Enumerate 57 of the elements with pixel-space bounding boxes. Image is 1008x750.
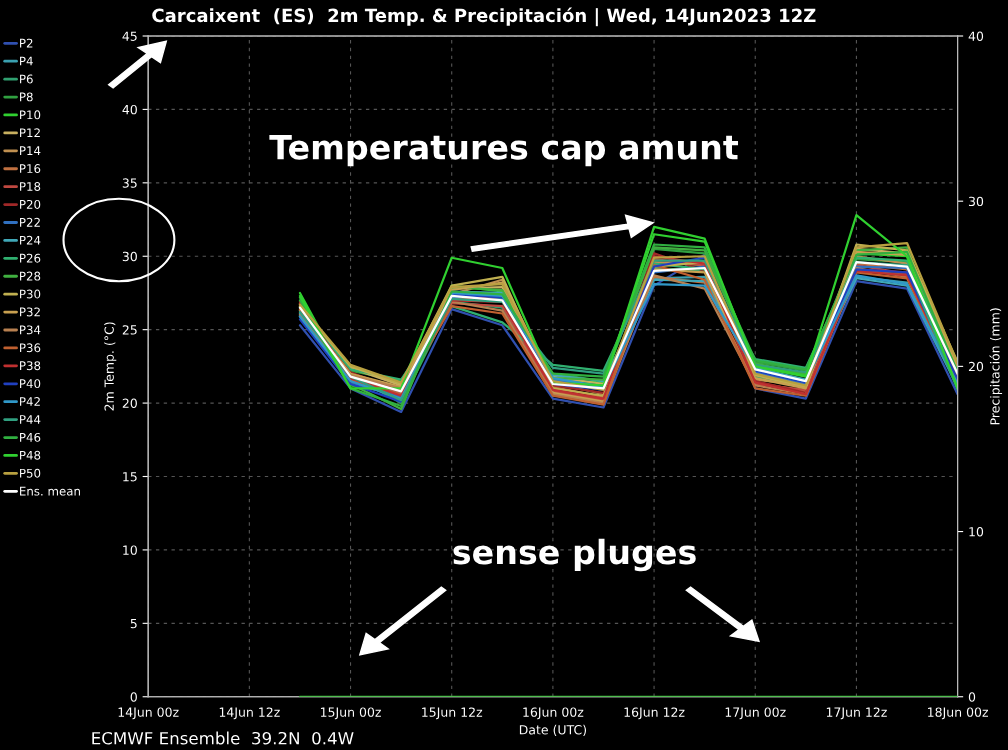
x-tick-label: 16Jun 12z	[624, 707, 685, 720]
y-tick-label: 40	[122, 104, 137, 115]
legend-label: P12	[20, 128, 40, 138]
y-tick-label: 35	[122, 178, 137, 188]
legend-label: P36	[20, 343, 41, 353]
legend-label: P18	[20, 182, 41, 191]
legend-label: P50	[20, 468, 41, 478]
x-tick-label: 14Jun 12z	[219, 707, 280, 720]
y2-tick-label: 0	[968, 692, 976, 702]
legend-label: P14	[20, 146, 41, 155]
y-tick-label: 30	[122, 251, 137, 262]
y2-tick-label: 30	[968, 196, 984, 207]
legend-label: P6	[20, 74, 33, 84]
y2-tick-label: 10	[969, 527, 984, 537]
y-tick-label: 5	[130, 618, 137, 629]
chart-title: Carcaixent (ES) 2m Temp. & Precipitación | Wed, 14Jun2023 12Z	[152, 7, 816, 27]
y-tick-label: 20	[122, 398, 137, 409]
legend-label: P44	[20, 415, 41, 424]
legend-label: Ens. mean	[20, 486, 80, 496]
x-tick-label: 14Jun 00z	[118, 707, 179, 720]
y-tick-label: 45	[122, 31, 137, 41]
legend-label: P42	[20, 397, 40, 406]
x-tick-label: 17Jun 12z	[826, 707, 887, 720]
legend-label: P22	[20, 217, 40, 227]
legend-label: P38	[20, 361, 41, 371]
legend-label: P30	[20, 289, 41, 299]
legend-label: P26	[20, 253, 41, 263]
y2-tick-label: 20	[968, 361, 984, 372]
text: ECMWF Ensemble 39.2N 0.4W	[92, 731, 354, 745]
legend-label: P24	[20, 235, 41, 245]
legend-label: P40	[20, 379, 41, 389]
y-axis-title: 2m Temp. (°C)	[104, 322, 117, 411]
legend-label: P8	[20, 92, 33, 102]
legend-label: P32	[20, 307, 40, 317]
legend-label: P10	[20, 110, 41, 120]
legend-label: P16	[20, 164, 41, 174]
y-tick-label: 0	[130, 692, 137, 702]
x-tick-label: 15Jun 12z	[422, 707, 483, 720]
y-tick-label: 25	[122, 325, 137, 335]
x-tick-label: 15Jun 00z	[320, 707, 381, 720]
legend-label: P48	[20, 450, 41, 460]
legend-label: P4	[20, 56, 33, 66]
legend-label: P46	[20, 432, 41, 442]
legend-label: P20	[20, 199, 41, 209]
legend-label: P28	[20, 271, 41, 281]
x-tick-label: 18Jun 00z	[928, 707, 988, 720]
y2-tick-label: 40	[968, 31, 984, 41]
x-axis-title: Date (UTC)	[519, 724, 587, 736]
x-tick-label: 17Jun 00z	[725, 707, 786, 720]
y2-axis-title: Precipitación (mm)	[989, 308, 1003, 425]
annotation: sense pluges	[453, 538, 696, 572]
legend-label: P2	[20, 38, 33, 48]
x-tick-label: 16Jun 00z	[523, 707, 584, 720]
y-tick-label: 15	[123, 472, 137, 482]
legend-label: P34	[20, 325, 41, 335]
y-tick-label: 10	[123, 545, 137, 555]
annotation: Temperatures cap amunt	[269, 134, 739, 167]
